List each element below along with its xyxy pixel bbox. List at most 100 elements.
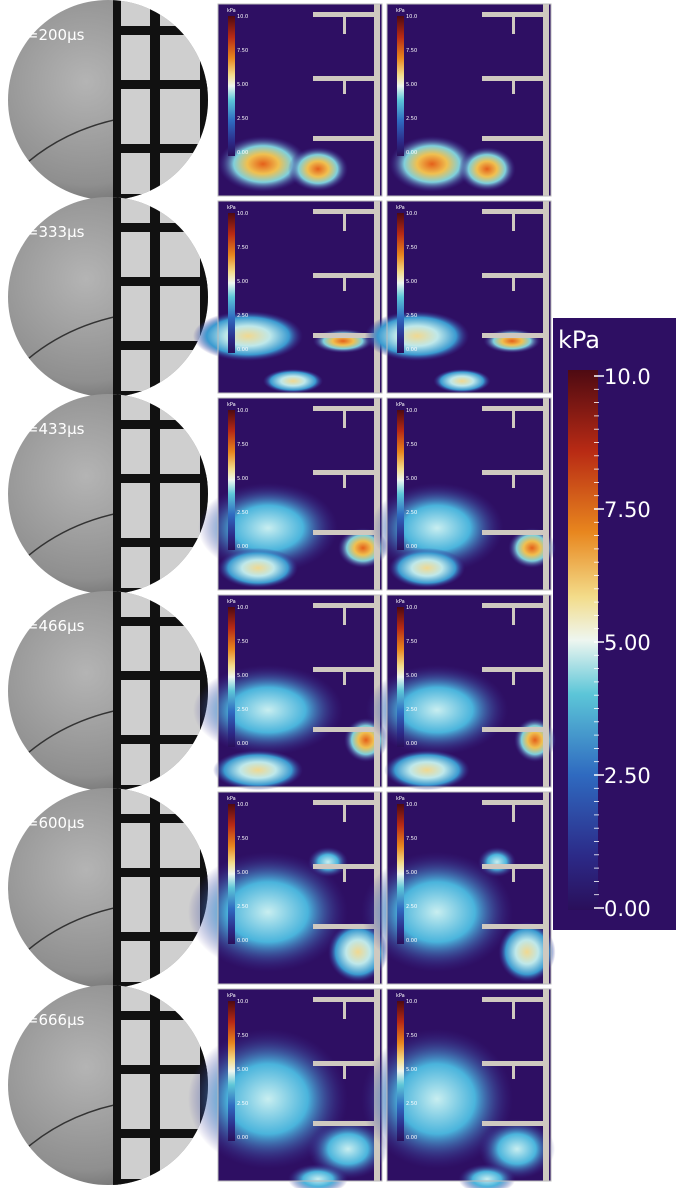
sim-panel: kPa10.07.505.002.500.00 bbox=[188, 989, 388, 1188]
panel-tick-label: 0.00 bbox=[406, 741, 417, 747]
panel-unit: kPa bbox=[227, 796, 236, 802]
pressure-field bbox=[514, 718, 556, 762]
panel-colorbar bbox=[228, 1001, 235, 1141]
panel-tick-label: 0.00 bbox=[237, 1135, 248, 1141]
panel-colorbar bbox=[228, 213, 235, 353]
panel-tick-label: 0.00 bbox=[237, 741, 248, 747]
grid-bar bbox=[200, 392, 212, 602]
pressure-field bbox=[263, 369, 323, 393]
grid-bar bbox=[113, 617, 213, 626]
panel-tick-label: 2.50 bbox=[406, 1101, 417, 1107]
sim-panel: kPa10.07.505.002.500.00 bbox=[366, 595, 556, 790]
wall bbox=[512, 1061, 515, 1079]
sim-panel: kPa10.07.505.002.500.00 bbox=[365, 201, 551, 393]
panel-tick-label: 10.0 bbox=[406, 14, 417, 20]
grid-bar bbox=[113, 26, 213, 35]
panel-unit: kPa bbox=[396, 599, 405, 605]
panel-colorbar bbox=[397, 1001, 404, 1141]
panel-tick-label: 7.50 bbox=[237, 639, 248, 645]
panel-tick-label: 5.00 bbox=[406, 673, 417, 679]
sim-panel: kPa10.07.505.002.500.00 bbox=[387, 4, 551, 196]
panel-colorbar bbox=[228, 410, 235, 550]
wall bbox=[482, 136, 544, 141]
colorbar-unit: kPa bbox=[558, 326, 600, 354]
wall bbox=[343, 76, 346, 94]
wall bbox=[343, 667, 346, 685]
figure: kPa 10.07.505.002.500.00t=200µskPa10.07.… bbox=[0, 0, 676, 1188]
wall bbox=[343, 209, 346, 231]
wall bbox=[482, 727, 544, 732]
wall bbox=[543, 792, 549, 984]
wall bbox=[343, 603, 346, 625]
panel-tick-label: 2.50 bbox=[406, 313, 417, 319]
sim-bg bbox=[387, 201, 551, 393]
grid-bar bbox=[113, 277, 213, 286]
wall bbox=[482, 333, 544, 338]
wall bbox=[512, 209, 515, 231]
time-label: t=200µs bbox=[20, 26, 85, 44]
colorbar-tick-label: 5.00 bbox=[604, 631, 651, 655]
pressure-field bbox=[308, 847, 348, 877]
colorbar-tick-label: 10.0 bbox=[604, 365, 651, 389]
wall bbox=[512, 273, 515, 291]
panel-tick-label: 5.00 bbox=[406, 1067, 417, 1073]
wall bbox=[512, 603, 515, 625]
wall bbox=[543, 201, 549, 393]
colorbar bbox=[568, 370, 598, 910]
panel-tick-label: 10.0 bbox=[237, 605, 248, 611]
wall bbox=[313, 727, 375, 732]
sim-panel: kPa10.07.505.002.500.00 bbox=[188, 792, 388, 984]
panel-colorbar bbox=[397, 213, 404, 353]
wall bbox=[343, 864, 346, 882]
panel-tick-label: 0.00 bbox=[237, 150, 248, 156]
panel-unit: kPa bbox=[396, 8, 405, 14]
pressure-field bbox=[213, 750, 303, 790]
panel-unit: kPa bbox=[227, 205, 236, 211]
wall bbox=[543, 595, 549, 787]
panel-tick-label: 0.00 bbox=[237, 938, 248, 944]
wall bbox=[512, 667, 515, 685]
sim-panel: kPa10.07.505.002.500.00 bbox=[361, 989, 555, 1188]
panel-unit: kPa bbox=[227, 402, 236, 408]
panel-tick-label: 10.0 bbox=[406, 211, 417, 217]
panel-tick-label: 2.50 bbox=[237, 707, 248, 713]
panel-tick-label: 7.50 bbox=[237, 442, 248, 448]
panel-unit: kPa bbox=[227, 993, 236, 999]
panel-tick-label: 5.00 bbox=[237, 870, 248, 876]
panel-colorbar bbox=[228, 804, 235, 944]
grid-bar bbox=[113, 474, 213, 483]
panel-tick-label: 10.0 bbox=[237, 211, 248, 217]
wall bbox=[512, 470, 515, 488]
colorbar-tick-label: 7.50 bbox=[604, 498, 651, 522]
pressure-field bbox=[313, 329, 373, 353]
wall bbox=[343, 12, 346, 34]
wall bbox=[512, 997, 515, 1019]
pressure-field bbox=[459, 147, 516, 191]
time-label: t=466µs bbox=[20, 617, 85, 635]
panel-tick-label: 0.00 bbox=[237, 347, 248, 353]
panel-tick-label: 5.00 bbox=[237, 279, 248, 285]
panel-tick-label: 7.50 bbox=[237, 836, 248, 842]
panel-unit: kPa bbox=[396, 993, 405, 999]
panel-tick-label: 10.0 bbox=[406, 605, 417, 611]
panel-tick-label: 10.0 bbox=[406, 802, 417, 808]
colorbar-tick-label: 2.50 bbox=[604, 764, 651, 788]
panel-tick-label: 10.0 bbox=[237, 999, 248, 1005]
panel-tick-label: 7.50 bbox=[237, 48, 248, 54]
panel-tick-label: 0.00 bbox=[237, 544, 248, 550]
grid-bar bbox=[113, 868, 213, 877]
grid-bar bbox=[113, 144, 213, 153]
panel-unit: kPa bbox=[227, 599, 236, 605]
panel-tick-label: 5.00 bbox=[406, 279, 417, 285]
panel-tick-label: 7.50 bbox=[406, 1033, 417, 1039]
panel-colorbar bbox=[397, 410, 404, 550]
grid-bar bbox=[200, 195, 212, 405]
wall bbox=[343, 997, 346, 1019]
panel-tick-label: 2.50 bbox=[237, 904, 248, 910]
panel-tick-label: 5.00 bbox=[237, 673, 248, 679]
colorbar-tick-label: 0.00 bbox=[604, 897, 651, 921]
pressure-field bbox=[434, 369, 491, 393]
wall bbox=[343, 406, 346, 428]
panel-tick-label: 7.50 bbox=[406, 639, 417, 645]
